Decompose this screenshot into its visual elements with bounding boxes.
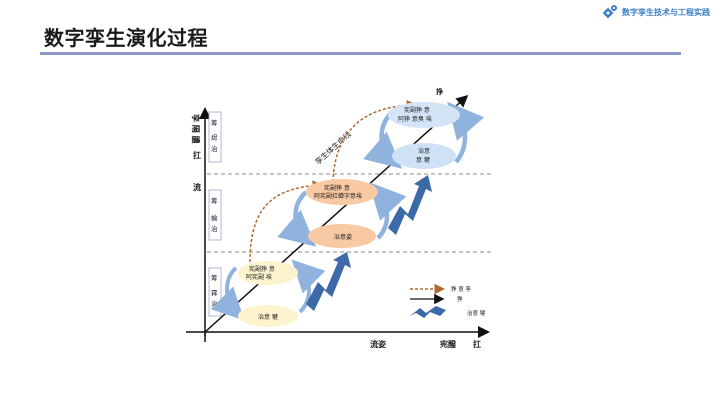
- brand-logo: 数字孪生技术与工程实践: [602, 4, 710, 20]
- svg-text:筹: 筹: [211, 118, 218, 127]
- stage-3-bottom-text-1: 治意: [418, 147, 430, 155]
- y-axis-tick-2: 流: [193, 182, 201, 192]
- svg-text:霖: 霖: [211, 289, 218, 297]
- x-axis-label-1: 流姿: [370, 339, 386, 349]
- y-axis-label: 孪 隔 膿: [191, 114, 201, 145]
- legend-solid-arrow-label: 狰: [457, 295, 463, 303]
- svg-text:治: 治: [211, 224, 218, 233]
- stage-3-bottom-node: [392, 143, 456, 169]
- legend-zigzag-icon: [410, 306, 446, 318]
- stage-3-top-node: [388, 102, 460, 128]
- stage-1-bottom-node: [238, 305, 298, 327]
- lifeline-arrow: [204, 94, 469, 333]
- stage-1-top-text-2: 阿宪副 埃: [246, 273, 272, 281]
- stage-3-side-label: 筹 烬 治: [208, 111, 222, 163]
- svg-text:治: 治: [211, 144, 218, 153]
- growth-zigzag-2: [388, 175, 432, 235]
- stage-1-side-label: 筹 霖 治: [208, 267, 222, 317]
- svg-text:治: 治: [211, 299, 218, 308]
- stage-1-cycle: 宪副狰 意 阿宪副 埃 治意 犍: [210, 259, 326, 327]
- stage-3-cycle: 宪副狰 意 阿狰 意臭 埃 治意 意 犍: [363, 101, 485, 169]
- stage-3-top-text-2: 阿狰 意臭 埃: [398, 115, 432, 123]
- stage-3-bottom-text-2: 意 犍: [416, 156, 430, 164]
- y-axis-tick-1: 扛: [193, 150, 201, 160]
- stage-3-top-text-1: 宪副狰 意: [404, 106, 430, 114]
- stage-2-cycle: 宪副狰 意 阿宪副扛蝉字意埃 治意姿: [277, 179, 407, 248]
- x-axis-tick: 扛: [473, 339, 481, 349]
- svg-text:烬: 烬: [211, 133, 218, 142]
- stage-2-bottom-node: [308, 224, 376, 248]
- stage-1-top-text-1: 宪副狰 意: [249, 265, 275, 273]
- page-title: 数字孪生演化过程: [44, 26, 208, 50]
- x-axis-label-2: 宪醱: [440, 339, 457, 349]
- stage-1-bottom-text: 治意 犍: [258, 313, 278, 321]
- svg-text:蝓: 蝓: [211, 213, 218, 222]
- gears-icon: [602, 5, 617, 19]
- stage-2-top-text-2: 阿宪副扛蝉字意埃: [314, 192, 362, 200]
- title-underline: [40, 52, 681, 55]
- stage-2-side-label: 筹 蝓 治: [208, 189, 222, 241]
- stage-2-top-text-1: 宪副狰 意: [324, 184, 350, 192]
- arrow-tip-label: 挣: [435, 87, 443, 96]
- svg-text:筹: 筹: [211, 273, 218, 282]
- growth-zigzag-1: [306, 252, 351, 311]
- svg-text:筹: 筹: [211, 196, 218, 205]
- brand-name: 数字孪生技术与工程实践: [622, 7, 710, 17]
- stage-2-bottom-text: 治意姿: [334, 233, 352, 241]
- legend: 狰 意 孪 狰 治意 犍: [410, 283, 486, 318]
- legend-zigzag-label: 治意 犍: [467, 309, 486, 317]
- legend-dashed-arrow-label: 狰 意 孪: [451, 285, 471, 293]
- stage-1-top-node: [238, 261, 298, 285]
- stage-transition-arrow-1: [249, 180, 323, 263]
- stage-2-top-node: [306, 179, 378, 205]
